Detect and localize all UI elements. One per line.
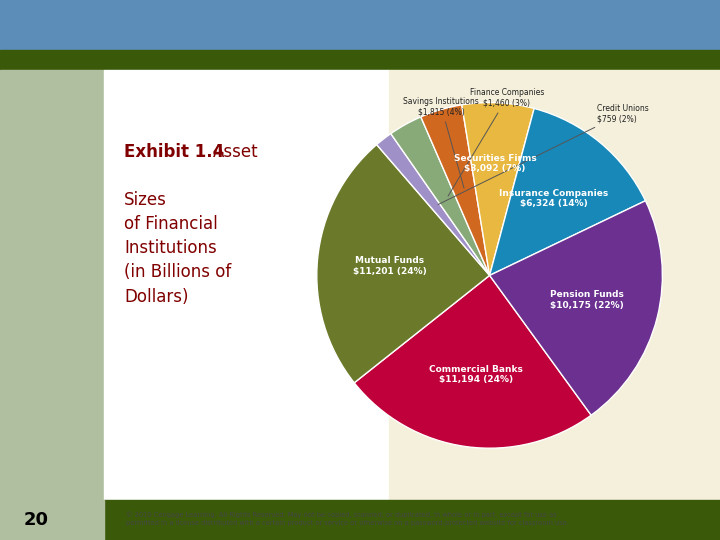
Text: Commercial Banks
$11,194 (24%): Commercial Banks $11,194 (24%) [429,365,523,384]
Text: © 2010 Cengage Learning. All Rights Reserved. May not be copied, scanned, or dup: © 2010 Cengage Learning. All Rights Rese… [126,511,569,526]
Wedge shape [490,109,645,275]
Wedge shape [354,275,591,448]
Text: Mutual Funds
$11,201 (24%): Mutual Funds $11,201 (24%) [353,256,427,276]
Text: Asset: Asset [212,143,258,161]
Text: Sizes
of Financial
Institutions
(in Billions of
Dollars): Sizes of Financial Institutions (in Bill… [125,191,232,306]
Text: Savings Institutions
$1,815 (4%): Savings Institutions $1,815 (4%) [403,97,479,188]
Text: Finance Companies
$1,460 (3%): Finance Companies $1,460 (3%) [448,89,544,196]
Wedge shape [462,103,534,275]
Text: Securities Firms
$3,092 (7%): Securities Firms $3,092 (7%) [454,153,536,173]
Text: Exhibit 1.4: Exhibit 1.4 [125,143,225,161]
Text: Pension Funds
$10,175 (22%): Pension Funds $10,175 (22%) [550,291,624,309]
Wedge shape [377,133,490,275]
Text: Insurance Companies
$6,324 (14%): Insurance Companies $6,324 (14%) [499,188,608,208]
Text: Credit Unions
$759 (2%): Credit Unions $759 (2%) [438,104,649,205]
Wedge shape [317,145,490,383]
Wedge shape [490,201,662,415]
Text: 20: 20 [24,511,49,529]
Wedge shape [420,105,490,275]
Wedge shape [391,117,490,275]
